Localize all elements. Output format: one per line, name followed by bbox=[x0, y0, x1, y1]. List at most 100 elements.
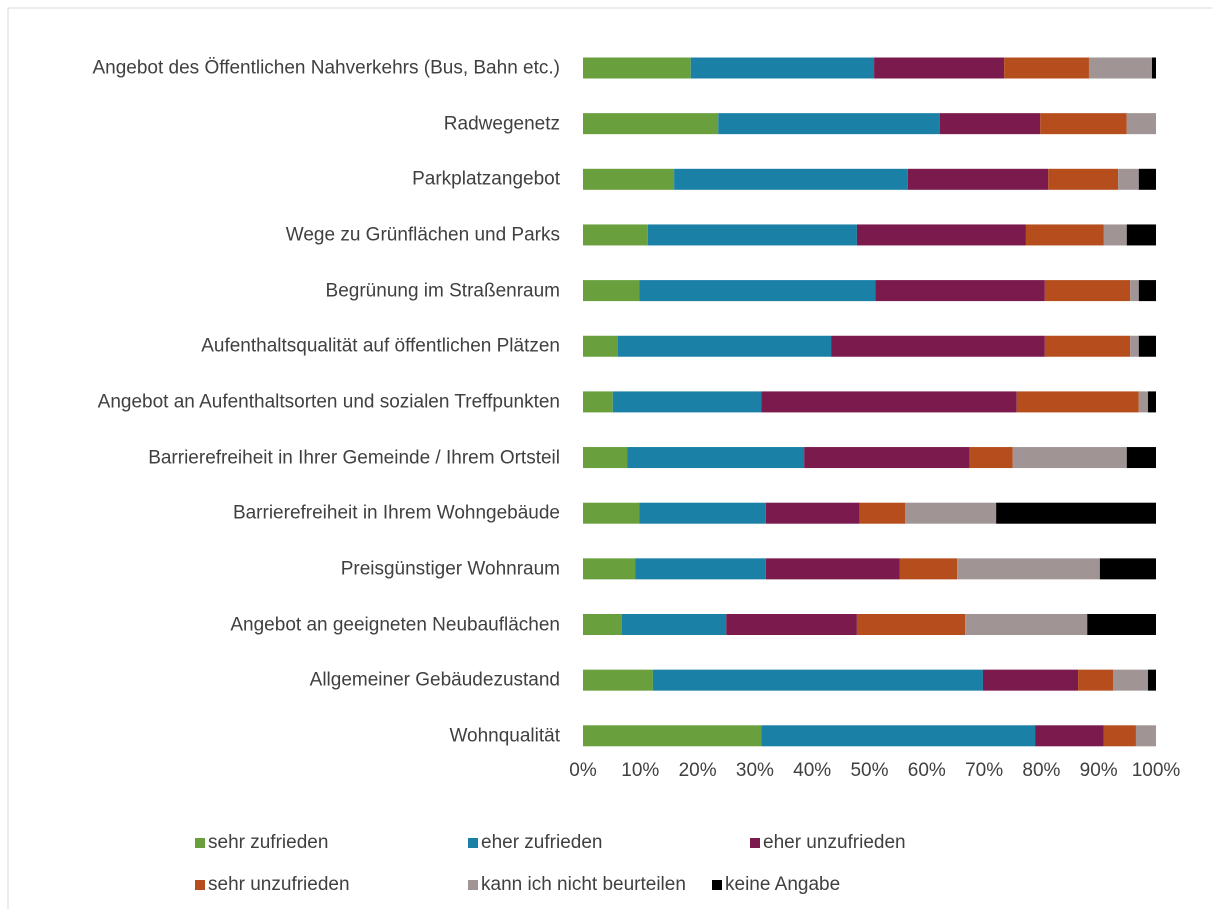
bar-segment bbox=[583, 558, 636, 580]
bar-segment bbox=[905, 502, 997, 524]
bar-segment bbox=[907, 168, 1049, 190]
legend-swatch bbox=[712, 880, 722, 890]
bar-segment bbox=[1103, 725, 1136, 747]
bar-segment bbox=[583, 725, 762, 747]
legend-label: eher unzufrieden bbox=[763, 832, 906, 853]
bar-segment bbox=[1012, 447, 1127, 469]
category-label: Begrünung im Straßenraum bbox=[325, 280, 560, 302]
x-tick-label: 80% bbox=[1022, 760, 1060, 781]
chart-frame bbox=[7, 7, 1212, 909]
bar-segment bbox=[1138, 168, 1156, 190]
bar-segment bbox=[1016, 391, 1139, 413]
bar-segment bbox=[583, 669, 653, 691]
bar-segment bbox=[1044, 335, 1131, 357]
bar-segment bbox=[718, 113, 940, 135]
bar-segment bbox=[647, 224, 857, 246]
bar-segment bbox=[1138, 391, 1148, 413]
bar-segment bbox=[1099, 558, 1156, 580]
bar-segment bbox=[674, 168, 908, 190]
bar-segment bbox=[583, 224, 648, 246]
bar-segment bbox=[627, 447, 805, 469]
legend-label: sehr zufrieden bbox=[208, 832, 328, 853]
category-label: Wohnqualität bbox=[449, 725, 560, 747]
bar-segment bbox=[583, 447, 628, 469]
x-tick-label: 10% bbox=[621, 760, 659, 781]
bar-segment bbox=[1078, 669, 1114, 691]
bar-segment bbox=[1138, 280, 1156, 302]
bar-segment bbox=[1135, 725, 1156, 747]
bar-segment bbox=[996, 502, 1156, 524]
category-label: Radwegenetz bbox=[443, 113, 560, 135]
bar-segment bbox=[635, 558, 766, 580]
bar-segment bbox=[1147, 391, 1156, 413]
bar-segment bbox=[856, 224, 1026, 246]
bar-segment bbox=[856, 614, 966, 635]
category-label: Aufenthaltsqualität auf öffentlichen Plä… bbox=[201, 335, 560, 357]
category-label: Barrierefreiheit in Ihrer Gemeinde / Ihr… bbox=[148, 447, 560, 469]
bar-segment bbox=[1088, 57, 1152, 79]
legend-swatch bbox=[195, 838, 205, 848]
legend-label: keine Angabe bbox=[725, 874, 840, 895]
bar-segment bbox=[583, 502, 640, 524]
x-tick-label: 90% bbox=[1080, 760, 1118, 781]
bar-segment bbox=[859, 502, 906, 524]
bar-segment bbox=[1130, 335, 1139, 357]
bar-segment bbox=[939, 113, 1041, 135]
category-label: Barrierefreiheit in Ihrem Wohngebäude bbox=[232, 502, 560, 524]
bar-segment bbox=[1147, 669, 1156, 691]
bar-segment bbox=[969, 447, 1013, 469]
bar-segment bbox=[1004, 57, 1089, 79]
bar-segment bbox=[1025, 224, 1104, 246]
bar-segment bbox=[1151, 57, 1156, 79]
bar-segment bbox=[1113, 669, 1148, 691]
category-label: Preisgünstiger Wohnraum bbox=[340, 558, 560, 580]
bar-segment bbox=[612, 391, 762, 413]
bar-segment bbox=[982, 669, 1079, 691]
category-label: Angebot an Aufenthaltsorten und sozialen… bbox=[97, 391, 560, 413]
legend-swatch bbox=[750, 838, 760, 848]
category-label: Angebot an geeigneten Neubauflächen bbox=[230, 614, 560, 635]
bar-segment bbox=[639, 280, 876, 302]
bar-segment bbox=[583, 168, 675, 190]
bar-segment bbox=[804, 447, 970, 469]
legend-label: kann ich nicht beurteilen bbox=[481, 874, 686, 895]
bar-segment bbox=[690, 57, 875, 79]
legend-swatch bbox=[195, 880, 205, 890]
bar-segment bbox=[1126, 113, 1156, 135]
legend-swatch bbox=[468, 880, 478, 890]
bar-segment bbox=[1040, 113, 1127, 135]
x-tick-label: 20% bbox=[679, 760, 717, 781]
x-tick-label: 50% bbox=[850, 760, 888, 781]
bar-segment bbox=[1044, 280, 1131, 302]
legend-swatch bbox=[468, 838, 478, 848]
category-label: Parkplatzangebot bbox=[412, 168, 560, 190]
bar-segment bbox=[652, 669, 983, 691]
bar-segment bbox=[957, 558, 1100, 580]
bar-segment bbox=[875, 280, 1045, 302]
legend-label: sehr unzufrieden bbox=[208, 874, 350, 895]
bar-segment bbox=[761, 725, 1036, 747]
category-label: Angebot des Öffentlichen Nahverkehrs (Bu… bbox=[92, 57, 560, 79]
bar-segment bbox=[1035, 725, 1104, 747]
x-tick-label: 70% bbox=[965, 760, 1003, 781]
bar-segment bbox=[1126, 224, 1156, 246]
bar-segment bbox=[765, 502, 860, 524]
x-tick-label: 100% bbox=[1132, 760, 1181, 781]
category-label: Allgemeiner Gebäudezustand bbox=[309, 669, 560, 691]
bar-segment bbox=[1138, 335, 1156, 357]
x-tick-label: 40% bbox=[793, 760, 831, 781]
bar-segment bbox=[874, 57, 1005, 79]
bar-segment bbox=[831, 335, 1045, 357]
legend-label: eher zufrieden bbox=[481, 832, 602, 853]
bar-segment bbox=[583, 113, 719, 135]
bar-segment bbox=[639, 502, 766, 524]
bar-segment bbox=[1126, 447, 1156, 469]
bar-segment bbox=[583, 280, 640, 302]
bar-segment bbox=[617, 335, 832, 357]
bar-segment bbox=[1048, 168, 1119, 190]
bar-segment bbox=[583, 614, 622, 635]
bar-segment bbox=[583, 335, 618, 357]
bar-segment bbox=[1103, 224, 1127, 246]
